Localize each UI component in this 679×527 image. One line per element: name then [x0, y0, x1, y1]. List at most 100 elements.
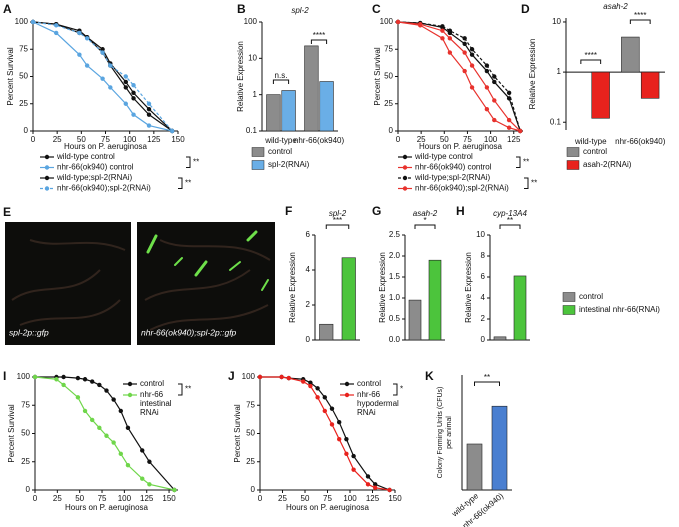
significance-bracket [393, 383, 398, 396]
y-tick-label: 6 [481, 272, 486, 281]
x-tick-label: 150 [162, 494, 176, 503]
bar [341, 257, 356, 341]
survival-point [506, 90, 512, 96]
survival-point [131, 96, 136, 101]
survival-point [447, 36, 453, 41]
survival-point [32, 374, 38, 380]
y-tick-label: 0.1 [246, 126, 258, 135]
y-tick-label: 0.1 [550, 117, 562, 126]
legend-label-box: control [357, 379, 382, 388]
survival-point [462, 36, 467, 41]
y-axis-title: Relative Expression [378, 252, 387, 323]
survival-point [344, 436, 349, 442]
survival-point [100, 76, 105, 81]
x-tick-label: 150 [171, 135, 185, 144]
y-tick-label: 10 [476, 230, 485, 239]
x-tick-label: wild-type [264, 136, 297, 145]
survival-point [140, 448, 145, 453]
legend-marker [344, 381, 350, 387]
survival-point [308, 383, 313, 389]
y-tick-label: 100 [380, 17, 394, 26]
y-tick-label: 6 [306, 230, 311, 239]
x-tick-label: 50 [75, 494, 84, 503]
survival-point [469, 85, 475, 90]
y-tick-label: 25 [19, 99, 28, 108]
survival-point [373, 482, 378, 487]
survival-point [146, 123, 152, 128]
survival-point [447, 28, 453, 33]
y-tick-label: 75 [246, 400, 255, 409]
survival-point [315, 395, 320, 400]
survival-point [469, 52, 475, 57]
panel-letter: B [237, 2, 246, 16]
x-tick-label: 75 [101, 135, 110, 144]
legend-label: control [357, 379, 382, 388]
y-axis-title: Percent Survival [7, 404, 16, 462]
x-tick-label: 0 [396, 135, 401, 144]
survival-curve [397, 21, 521, 132]
survival-point [365, 474, 371, 479]
survival-point [146, 101, 152, 106]
survival-point [118, 408, 124, 414]
significance-label: ** [193, 157, 199, 166]
legend-label-box: nhr-66 intestinal RNAi [140, 390, 172, 417]
survival-point [440, 36, 445, 41]
significance-bracket [474, 381, 500, 386]
survival-point [462, 50, 467, 55]
y-axis-title: Percent Survival [233, 404, 242, 462]
y-tick-label: 2.0 [389, 251, 401, 260]
legend-label: wild-type;spl-2(RNAi) [56, 173, 132, 182]
survival-point [108, 63, 113, 68]
survival-point [447, 50, 453, 55]
survival-point [315, 386, 320, 391]
x-tick-label: 25 [278, 494, 287, 503]
survival-curve [397, 21, 521, 132]
survival-point [82, 377, 88, 382]
y-axis-title: Relative Expression [236, 41, 245, 112]
x-tick-label: 25 [53, 135, 62, 144]
survival-point [111, 440, 116, 445]
x-tick-label: 25 [53, 494, 62, 503]
y-tick-label: 75 [19, 44, 28, 53]
y-tick-label: 2 [481, 314, 486, 323]
panel-letter: H [456, 204, 465, 218]
significance-label: ** [185, 178, 191, 187]
survival-point [329, 406, 335, 411]
y-tick-label: 50 [19, 72, 28, 81]
significance-label: **** [313, 31, 325, 40]
survival-point [322, 408, 327, 414]
x-tick-label: 100 [118, 494, 132, 503]
significance-bracket [629, 19, 651, 24]
survival-point [100, 50, 105, 55]
legend-marker [127, 392, 133, 398]
survival-point [373, 485, 378, 490]
legend-label-box: control [140, 379, 164, 388]
bar [266, 94, 281, 132]
y-tick-label: 0.0 [389, 335, 401, 344]
x-tick-label: 0 [31, 135, 36, 144]
significance-bracket [499, 224, 521, 229]
survival-point [146, 107, 152, 112]
survival-point [279, 374, 284, 380]
y-tick-label: 25 [21, 457, 30, 466]
x-tick-label: 100 [343, 494, 357, 503]
x-tick-label: 100 [123, 135, 137, 144]
significance-label: **** [634, 11, 646, 20]
chart-title: asah-2 [603, 2, 628, 11]
y-tick-label: 75 [384, 44, 393, 53]
survival-curve [260, 376, 390, 491]
survival-point [484, 63, 490, 68]
survival-point [506, 125, 512, 130]
legend-swatch [562, 305, 576, 315]
panel-letter: J [228, 369, 235, 383]
significance-label: **** [585, 51, 597, 60]
survival-point [100, 47, 105, 52]
significance-bracket [524, 177, 529, 189]
y-tick-label: 1 [557, 67, 562, 76]
survival-point [61, 374, 66, 380]
legend-marker [402, 175, 408, 181]
survival-curve [34, 376, 175, 491]
significance-label: *** [333, 216, 342, 225]
panel-letter: C [372, 2, 381, 16]
y-tick-label: 10 [248, 53, 257, 62]
